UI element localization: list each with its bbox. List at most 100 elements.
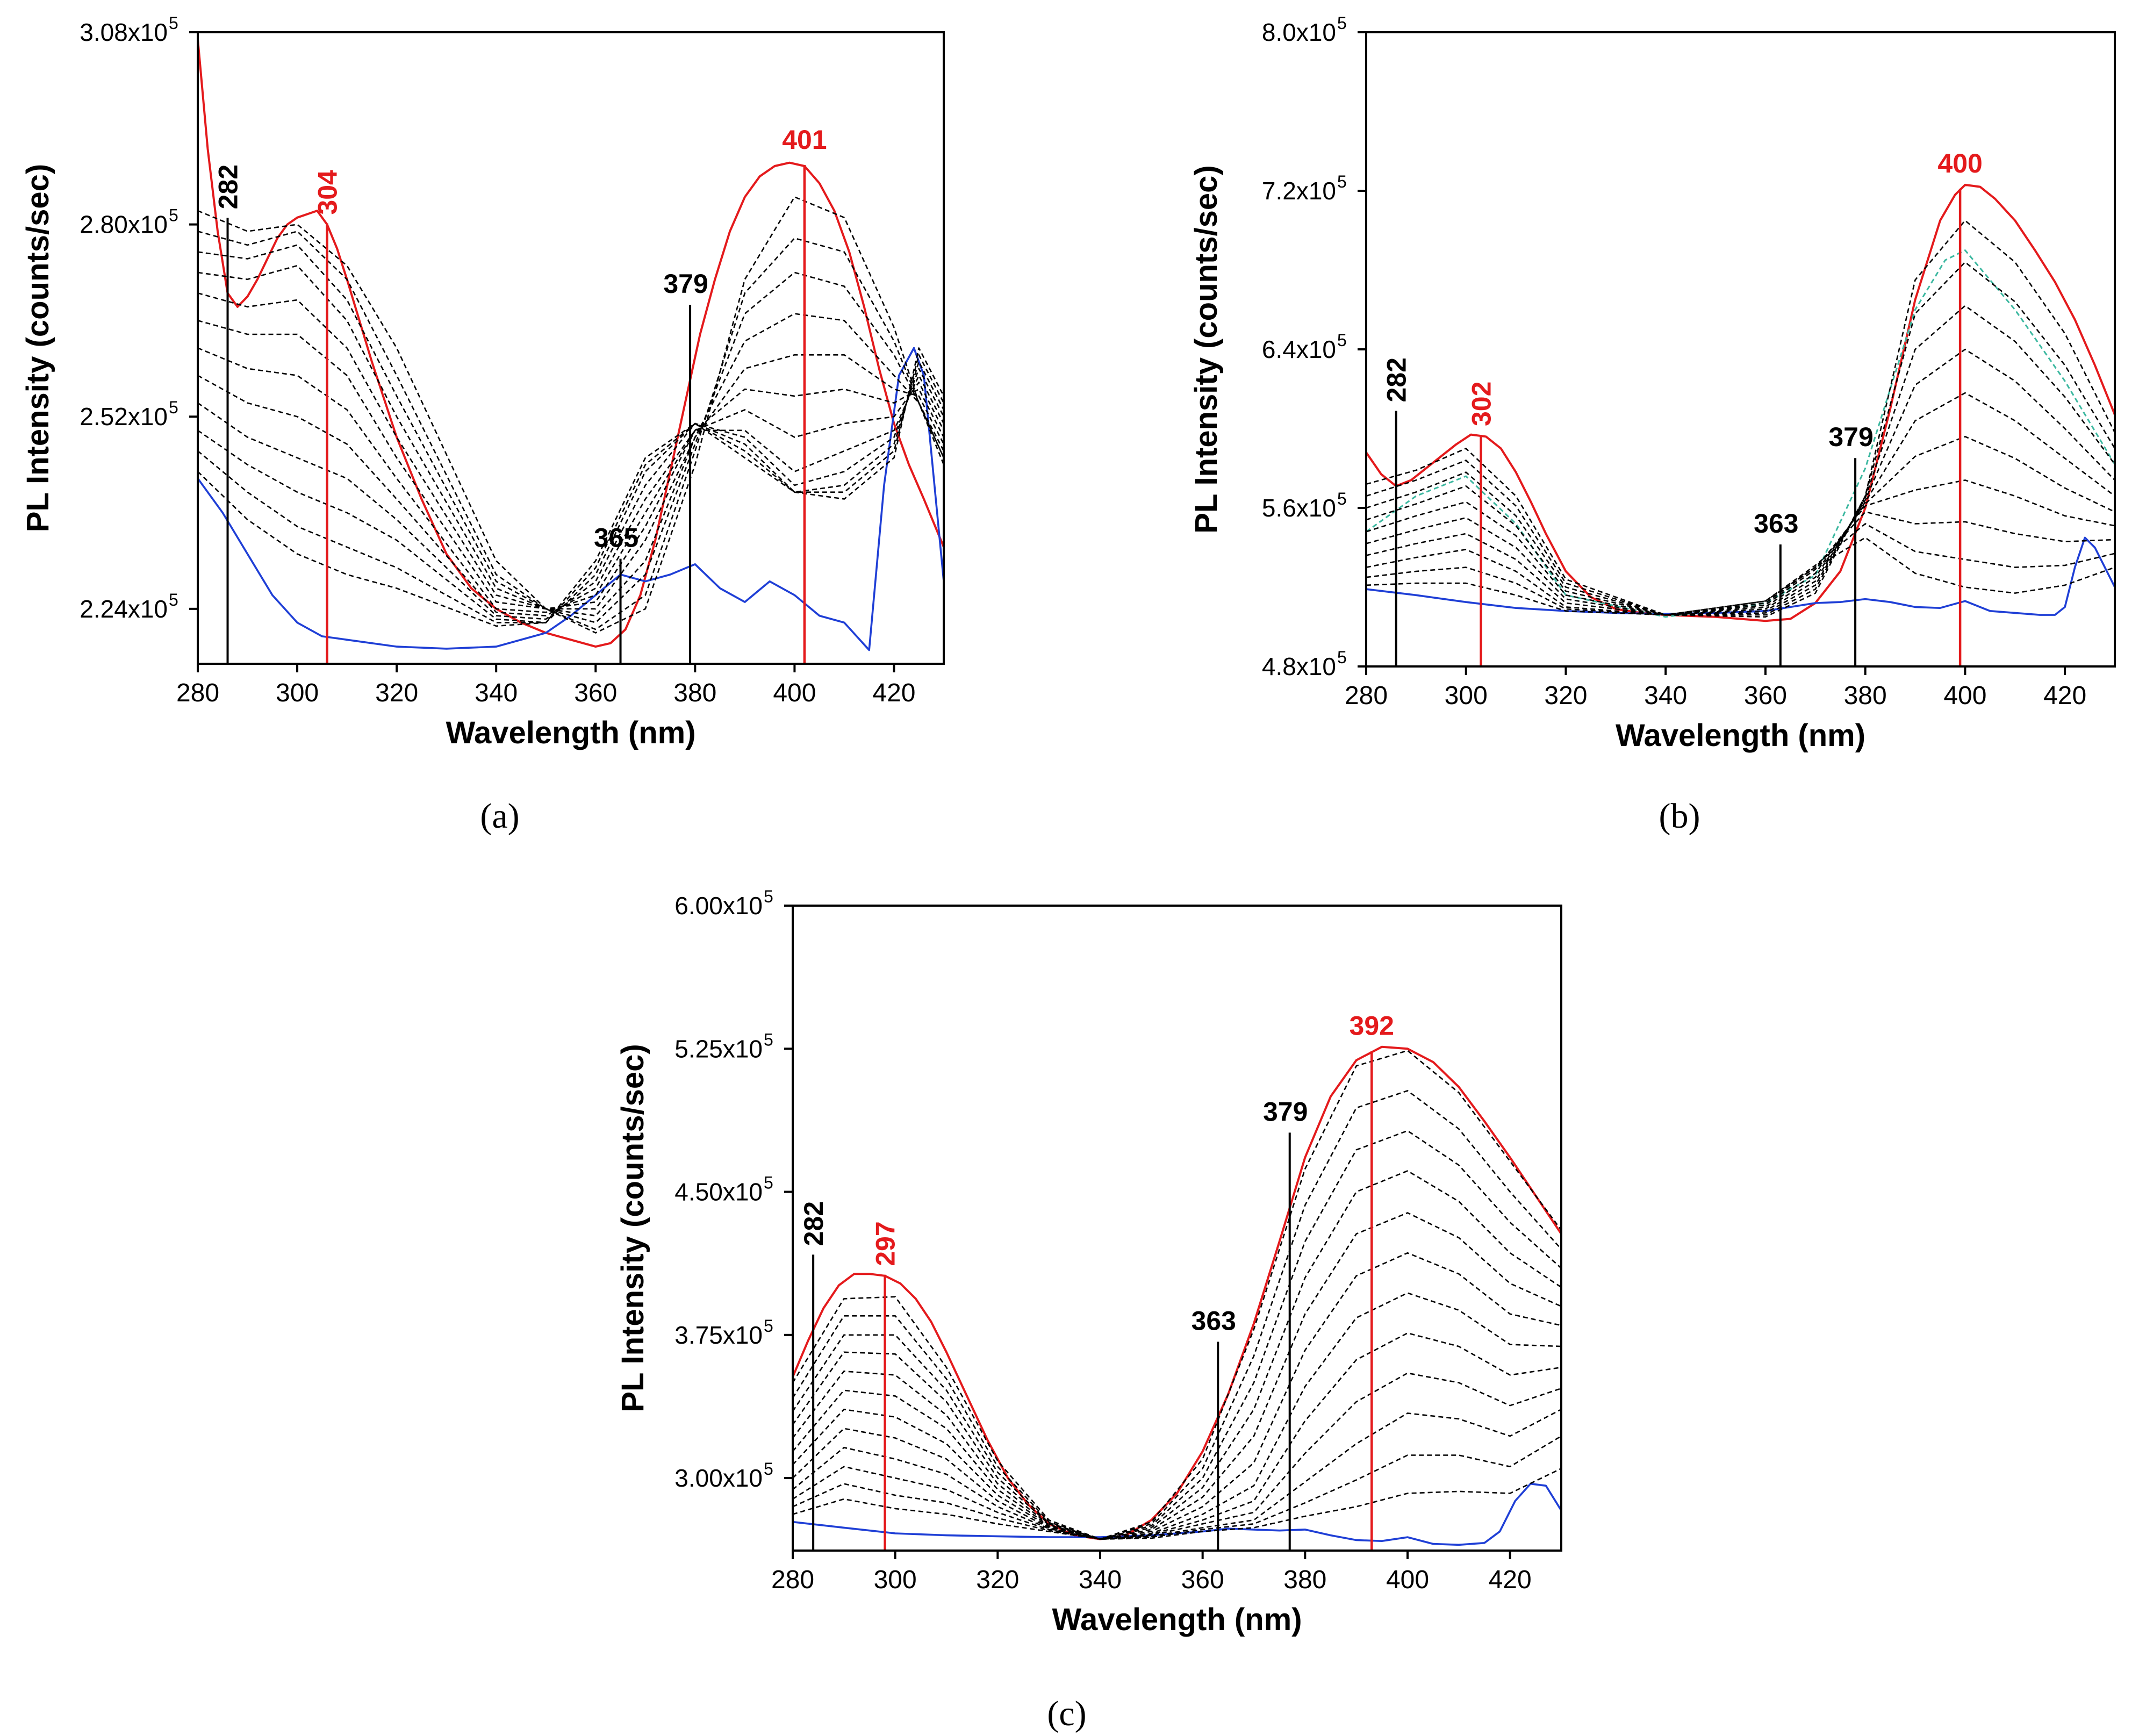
x-tick-label-360: 360 <box>1181 1566 1224 1594</box>
series-line-baseline <box>198 347 944 651</box>
y-tick-exponent-4: 5 <box>764 887 773 906</box>
series-line-scan-11 <box>198 354 944 623</box>
panel-caption-b: (b) <box>1659 797 1700 836</box>
peak-label-379: 379 <box>1263 1096 1308 1127</box>
x-axis-title: Wavelength (nm) <box>1616 718 1865 753</box>
peak-label-302: 302 <box>1467 382 1497 426</box>
x-tick-label-400: 400 <box>1386 1566 1429 1594</box>
series-line-scan-9 <box>793 1372 1561 1540</box>
y-tick-exponent-0: 5 <box>1337 648 1347 667</box>
x-tick-label-320: 320 <box>1544 682 1587 710</box>
plot-frame <box>792 905 1562 1552</box>
series-line-scan-10 <box>1366 536 2115 616</box>
x-tick-label-340: 340 <box>475 679 518 707</box>
series-line-scan-4 <box>1366 348 2115 616</box>
series-line-scan-12 <box>793 1468 1561 1540</box>
peak-label-379: 379 <box>663 269 708 299</box>
peak-label-282: 282 <box>799 1201 829 1246</box>
series-line-scan-12 <box>198 347 944 627</box>
x-tick-label-420: 420 <box>2043 682 2086 710</box>
y-tick-exponent-3: 5 <box>1337 172 1347 191</box>
y-tick-label-4: 6.00x10 <box>674 892 763 920</box>
plot-frame <box>197 31 945 665</box>
x-tick-label-400: 400 <box>1943 682 1986 710</box>
y-tick-label-2: 2.80x10 <box>80 211 168 239</box>
chart-panel-c: 282 297 363 379 392 280 300 320 340 360 380 400 420 3… <box>615 887 1562 1637</box>
series-line-scan-6 <box>793 1252 1561 1540</box>
y-tick-exponent-3: 5 <box>764 1030 773 1049</box>
plot-area <box>793 1045 1561 1546</box>
series-line-scan-7 <box>198 347 944 613</box>
y-tick-exponent-1: 5 <box>1337 489 1347 508</box>
y-tick-label-3: 3.08x10 <box>80 18 168 46</box>
y-tick-label-1: 2.52x10 <box>80 403 168 431</box>
y-tick-label-2: 6.4x10 <box>1262 335 1336 363</box>
y-tick-label-0: 4.8x10 <box>1262 652 1336 680</box>
x-axis-title: Wavelength (nm) <box>1052 1602 1302 1637</box>
x-tick-label-300: 300 <box>1445 682 1488 710</box>
series-line-accent <box>1366 249 2115 618</box>
peak-label-363: 363 <box>1192 1305 1236 1336</box>
series-line-scan-9 <box>198 368 944 620</box>
series-line-scan-7 <box>1366 479 2115 616</box>
peak-label-282: 282 <box>213 164 243 209</box>
y-tick-exponent-2: 5 <box>764 1173 773 1193</box>
y-tick-exponent-1: 5 <box>764 1316 773 1336</box>
x-tick-label-340: 340 <box>1644 682 1687 710</box>
chart-panel-a: 282 304 365 379 401 280 300 320 340 360 380 400 420 2… <box>20 13 945 750</box>
x-tick-label-340: 340 <box>1079 1566 1122 1594</box>
x-tick-label-300: 300 <box>276 679 319 707</box>
y-tick-exponent-4: 5 <box>1337 13 1347 33</box>
y-tick-exponent-3: 5 <box>169 13 178 33</box>
series-line-scan-5 <box>198 292 944 610</box>
x-tick-label-280: 280 <box>771 1566 814 1594</box>
y-tick-exponent-2: 5 <box>1337 331 1347 350</box>
y-tick-label-1: 5.6x10 <box>1262 494 1336 522</box>
series-line-scan-5 <box>793 1212 1561 1540</box>
y-tick-label-0: 3.00x10 <box>674 1464 763 1492</box>
series-line-scan-2 <box>1366 261 2115 616</box>
x-tick-label-280: 280 <box>1345 682 1388 710</box>
plot-area <box>1366 183 2115 622</box>
x-tick-label-320: 320 <box>976 1566 1019 1594</box>
y-tick-exponent-0: 5 <box>764 1459 773 1479</box>
y-axis-title: PL Intensity (counts/sec) <box>1189 165 1224 533</box>
y-tick-label-3: 7.2x10 <box>1262 177 1336 205</box>
series-line-scan-7 <box>793 1292 1561 1540</box>
x-tick-label-360: 360 <box>1744 682 1787 710</box>
x-tick-label-380: 380 <box>1844 682 1887 710</box>
y-tick-exponent-1: 5 <box>169 398 178 417</box>
y-tick-exponent-2: 5 <box>169 206 178 225</box>
series-line-scan-9 <box>1366 523 2115 616</box>
series-line-scan-1 <box>1366 219 2115 618</box>
x-tick-label-420: 420 <box>1489 1566 1532 1594</box>
peak-label-282: 282 <box>1382 357 1412 402</box>
peak-label-297: 297 <box>871 1221 901 1266</box>
series-line-scan-8 <box>1366 511 2115 616</box>
x-tick-label-380: 380 <box>673 679 716 707</box>
y-tick-label-0: 2.24x10 <box>80 595 168 623</box>
series-line-highlight <box>1366 183 2115 622</box>
y-tick-label-2: 4.50x10 <box>674 1178 763 1206</box>
x-tick-label-380: 380 <box>1283 1566 1326 1594</box>
series-line-scan-1 <box>198 196 944 634</box>
series-line-scan-3 <box>1366 305 2115 616</box>
peak-label-379: 379 <box>1828 422 1873 452</box>
y-axis-title: PL Intensity (counts/sec) <box>615 1044 650 1412</box>
x-tick-label-400: 400 <box>773 679 816 707</box>
chart-panel-b: 282 302 363 379 400 280 300 320 340 360 380 400 420 4… <box>1189 13 2116 753</box>
peak-label-363: 363 <box>1754 508 1798 539</box>
x-tick-label-300: 300 <box>874 1566 917 1594</box>
series-line-scan-3 <box>793 1130 1561 1540</box>
peak-label-365: 365 <box>594 523 638 553</box>
series-line-scan-2 <box>793 1090 1561 1540</box>
x-tick-label-280: 280 <box>176 679 219 707</box>
peak-label-400: 400 <box>1937 148 1982 178</box>
series-line-scan-5 <box>1366 392 2115 616</box>
x-tick-label-420: 420 <box>872 679 915 707</box>
peak-label-401: 401 <box>782 125 827 155</box>
y-tick-label-4: 8.0x10 <box>1262 18 1336 46</box>
x-tick-label-360: 360 <box>574 679 617 707</box>
